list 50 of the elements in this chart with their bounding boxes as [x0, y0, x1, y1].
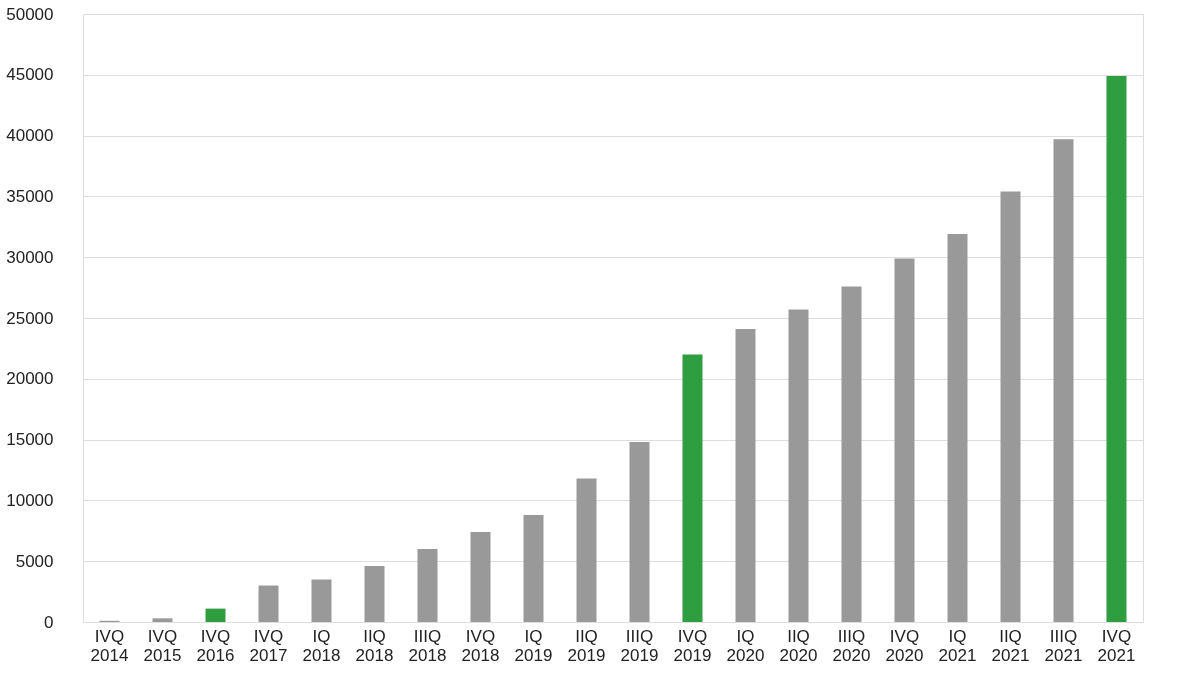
bar — [470, 532, 491, 622]
y-tick-label: 0 — [44, 612, 54, 632]
bar — [735, 328, 756, 622]
bar — [258, 585, 279, 622]
x-tick-label: IIQ 2021 — [991, 626, 1030, 665]
y-tick-label: 25000 — [6, 308, 54, 328]
x-tick-label: IQ 2020 — [726, 626, 765, 665]
bar — [311, 579, 332, 622]
x-tick-label: IVQ 2014 — [90, 626, 129, 665]
y-tick-label: 15000 — [6, 430, 54, 450]
x-tick-label: IVQ 2021 — [1097, 626, 1136, 665]
bar — [788, 309, 809, 622]
bar — [1000, 191, 1021, 622]
x-tick-label: IIIQ 2021 — [1044, 626, 1083, 665]
bar — [417, 549, 438, 622]
x-tick-label: IVQ 2017 — [249, 626, 288, 665]
bar — [576, 478, 597, 622]
x-tick-label: IVQ 2015 — [143, 626, 182, 665]
bar — [682, 354, 703, 622]
x-tick-label: IIQ 2020 — [779, 626, 818, 665]
x-tick-label: IIIQ 2018 — [408, 626, 447, 665]
bar — [523, 514, 544, 622]
bar — [364, 566, 385, 622]
x-tick-label: IVQ 2018 — [461, 626, 500, 665]
bar — [152, 618, 173, 622]
bar — [205, 608, 226, 622]
bar — [1053, 139, 1074, 622]
x-tick-label: IQ 2019 — [514, 626, 553, 665]
x-tick-label: IIQ 2019 — [567, 626, 606, 665]
bar — [841, 286, 862, 622]
x-tick-label: IQ 2018 — [302, 626, 341, 665]
x-tick-label: IVQ 2020 — [885, 626, 924, 665]
x-tick-label: IVQ 2019 — [673, 626, 712, 665]
bar — [894, 258, 915, 622]
y-tick-label: 35000 — [6, 186, 54, 206]
y-tick-label: 20000 — [6, 369, 54, 389]
y-tick-label: 40000 — [6, 126, 54, 146]
y-tick-label: 5000 — [15, 551, 54, 571]
y-tick-label: 30000 — [6, 247, 54, 267]
x-tick-label: IIIQ 2019 — [620, 626, 659, 665]
y-tick-label: 50000 — [6, 4, 54, 24]
bar — [1106, 76, 1127, 622]
x-tick-label: IIQ 2018 — [355, 626, 394, 665]
x-tick-label: IQ 2021 — [938, 626, 977, 665]
bar — [629, 442, 650, 622]
x-tick-label: IIIQ 2020 — [832, 626, 871, 665]
bar — [947, 234, 968, 622]
y-tick-label: 45000 — [6, 65, 54, 85]
x-tick-label: IVQ 2016 — [196, 626, 235, 665]
y-tick-label: 10000 — [6, 490, 54, 510]
